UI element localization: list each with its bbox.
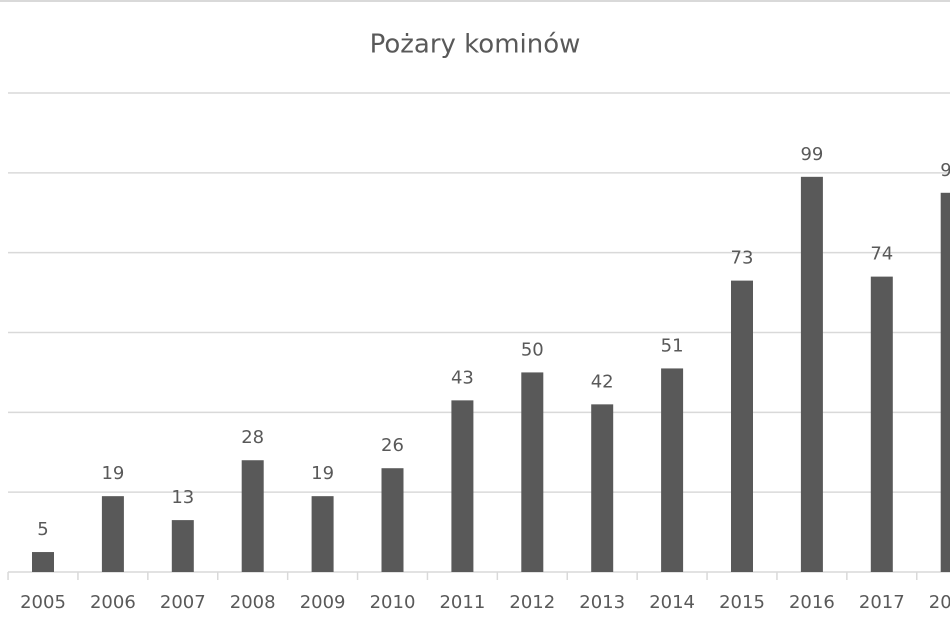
data-label: 95: [940, 160, 950, 181]
bar: [731, 280, 753, 572]
data-label: 26: [381, 435, 404, 456]
x-tick-label: 2005: [20, 592, 66, 613]
x-tick-label: 2008: [230, 592, 276, 613]
bar: [311, 496, 334, 572]
data-label: 43: [451, 367, 474, 388]
x-tick-label: 2013: [579, 592, 625, 613]
data-label: 19: [311, 463, 334, 484]
bar: [591, 404, 614, 572]
data-label: 74: [870, 244, 893, 265]
x-tick-label: 2010: [370, 592, 416, 613]
bar: [940, 192, 950, 572]
x-tick-label: 2007: [160, 592, 206, 613]
bar: [241, 460, 264, 572]
data-label: 99: [800, 144, 823, 165]
x-tick-label: 2011: [439, 592, 485, 613]
data-label: 19: [101, 463, 124, 484]
bar: [800, 176, 823, 572]
x-tick-label: 2012: [509, 592, 555, 613]
chart-title: Pożary kominów: [370, 30, 581, 60]
bar: [381, 468, 404, 572]
data-label: 73: [731, 248, 754, 269]
x-tick-label: 2009: [300, 592, 346, 613]
x-tick-label: 2018: [929, 592, 950, 613]
bar: [101, 496, 124, 572]
x-tick-label: 2014: [649, 592, 695, 613]
data-label: 50: [521, 339, 544, 360]
data-label: 13: [171, 487, 194, 508]
data-label: 5: [37, 519, 48, 540]
x-tick-label: 2006: [90, 592, 136, 613]
data-label: 28: [241, 427, 264, 448]
bar: [870, 276, 893, 572]
bar: [521, 372, 544, 572]
bar: [171, 520, 194, 572]
x-tick-label: 2017: [859, 592, 905, 613]
bar: [32, 552, 54, 572]
bar: [451, 400, 474, 572]
x-tick-label: 2016: [789, 592, 835, 613]
bar: [661, 368, 684, 572]
data-label: 42: [591, 371, 614, 392]
data-label: 51: [661, 335, 684, 356]
x-tick-label: 2015: [719, 592, 765, 613]
